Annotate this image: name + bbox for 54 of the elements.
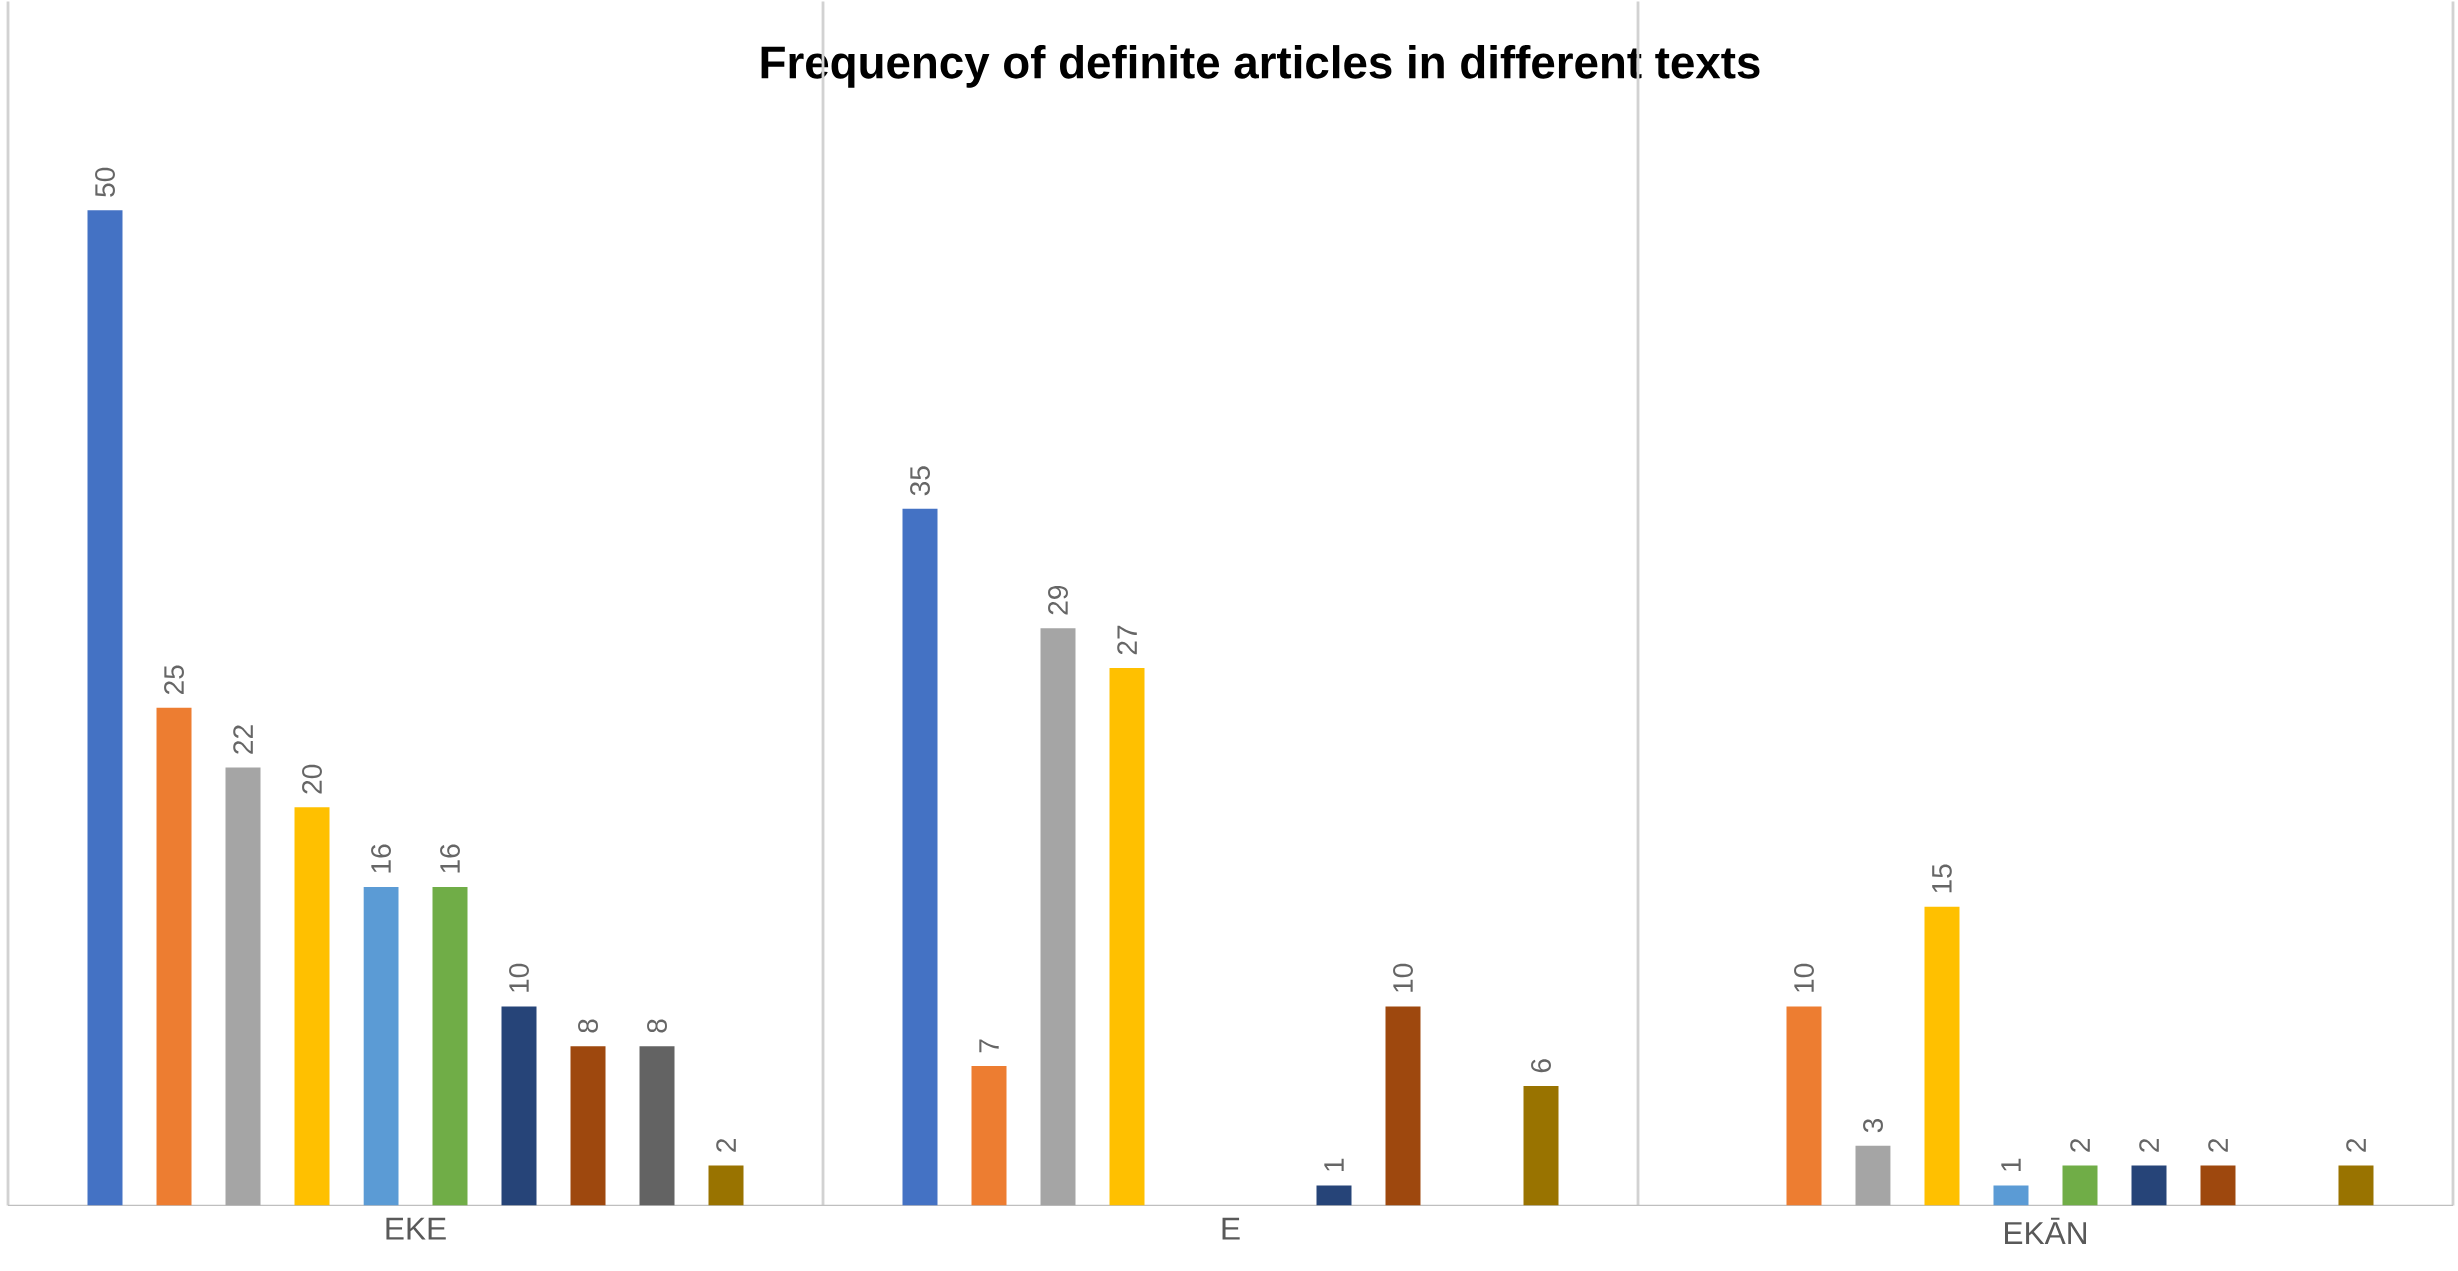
data-label: 3 (1863, 1118, 1883, 1133)
data-label: 15 (1932, 864, 1952, 893)
data-label: 10 (509, 963, 529, 992)
data-label: 7 (979, 1039, 999, 1053)
bar (156, 707, 192, 1206)
data-label: 20 (302, 764, 322, 794)
data-label: 2 (2139, 1138, 2159, 1152)
data-label: 29 (1048, 585, 1068, 615)
bar (2131, 1165, 2167, 1206)
bar (1109, 667, 1145, 1206)
data-label: 2 (716, 1138, 736, 1152)
bar (501, 1006, 537, 1206)
bar (363, 886, 399, 1206)
data-label: 22 (233, 725, 253, 754)
data-label: 8 (578, 1019, 598, 1033)
bar (294, 807, 330, 1206)
data-label: 50 (95, 167, 115, 197)
data-label: 25 (164, 665, 184, 694)
bar (639, 1046, 675, 1206)
data-label: 1 (1324, 1158, 1344, 1171)
x-tick-label: EKE (386, 1217, 446, 1240)
bar (1924, 906, 1960, 1206)
data-label: 8 (647, 1019, 667, 1033)
data-label: 2 (2346, 1138, 2366, 1152)
bar (1523, 1085, 1559, 1206)
bar (87, 210, 123, 1206)
bar (432, 886, 468, 1206)
bar (1316, 1185, 1352, 1206)
x-tick-label: E (1222, 1217, 1240, 1240)
bar (2338, 1165, 2374, 1206)
bar (2200, 1165, 2236, 1206)
data-label: 35 (910, 466, 930, 496)
bar (902, 508, 938, 1206)
bar (1993, 1185, 2029, 1206)
data-label: 2 (2208, 1138, 2228, 1152)
bar (1786, 1006, 1822, 1206)
bar (708, 1165, 744, 1206)
bar (971, 1065, 1007, 1206)
data-label: 2 (2070, 1138, 2090, 1152)
bar (1040, 628, 1076, 1206)
bar (1385, 1006, 1421, 1206)
data-label: 10 (1794, 963, 1814, 992)
x-tick-label: EKĀN (2005, 1217, 2087, 1244)
bar (1855, 1145, 1891, 1206)
bar (2062, 1165, 2098, 1206)
data-label: 27 (1117, 625, 1137, 655)
data-label: 16 (440, 844, 460, 873)
bar (225, 767, 261, 1206)
chart-title: Frequency of definite articles in different texts (761, 44, 1760, 88)
data-label: 1 (2001, 1158, 2021, 1171)
bar (570, 1046, 606, 1206)
data-label: 10 (1393, 963, 1413, 992)
data-label: 16 (371, 844, 391, 873)
data-label: 6 (1531, 1058, 1551, 1072)
